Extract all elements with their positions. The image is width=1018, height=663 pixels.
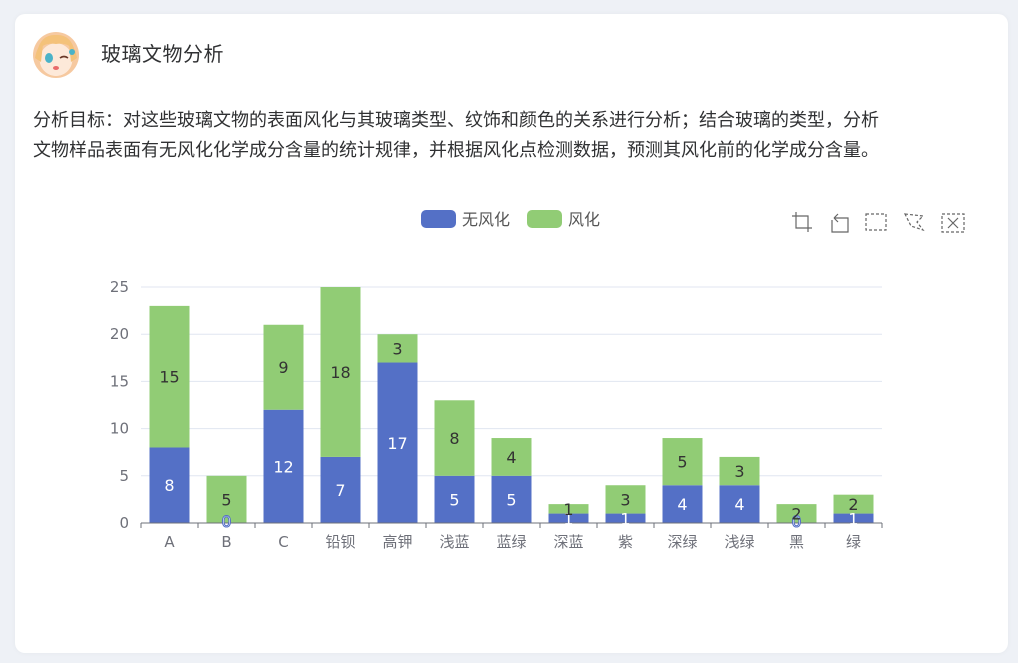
description-line-1: 分析目标：对这些玻璃文物的表面风化与其玻璃类型、纹饰和颜色的关系进行分析；结合玻… xyxy=(33,110,879,131)
bar-unweathered[interactable] xyxy=(719,485,760,523)
bar-label-unweathered: 7 xyxy=(335,481,345,500)
bar-label-unweathered: 0 xyxy=(791,512,801,531)
bar-label-weathered: 2 xyxy=(848,495,858,514)
zoom-reset-icon[interactable] xyxy=(831,213,849,233)
bar-label-unweathered: 8 xyxy=(164,476,174,495)
y-tick-label: 10 xyxy=(110,420,129,438)
y-tick-label: 20 xyxy=(110,325,129,343)
bar-label-unweathered: 5 xyxy=(506,490,516,509)
bar-unweathered[interactable] xyxy=(833,513,874,523)
bar-label-weathered: 3 xyxy=(392,339,402,358)
bar-unweathered[interactable] xyxy=(377,362,418,523)
x-tick-label: C xyxy=(278,533,288,551)
bar-label-weathered: 3 xyxy=(620,490,630,509)
bar-weathered[interactable] xyxy=(833,494,874,514)
legend-swatch[interactable] xyxy=(421,210,456,228)
bar-label-unweathered: 1 xyxy=(620,509,630,528)
x-tick-label: 铅钡 xyxy=(325,533,355,551)
bar-label-weathered: 5 xyxy=(221,490,231,509)
bar-label-unweathered: 4 xyxy=(677,495,687,514)
bar-unweathered[interactable] xyxy=(491,475,532,523)
bar-label-unweathered: 17 xyxy=(387,434,407,453)
legend-label[interactable]: 风化 xyxy=(568,210,600,229)
x-tick-label: 紫 xyxy=(618,533,633,551)
lasso-select-icon[interactable] xyxy=(903,213,925,232)
bar-weathered[interactable] xyxy=(149,305,190,448)
description-line-2: 文物样品表面有无风化化学成分含量的统计规律，并根据风化点检测数据，预测其风化前的… xyxy=(33,140,879,161)
bar-weathered[interactable] xyxy=(662,438,703,486)
bar-unweathered[interactable] xyxy=(605,513,646,523)
x-tick-label: 浅蓝 xyxy=(439,533,469,551)
bar-label-weathered: 4 xyxy=(506,448,516,467)
legend: 无风化 风化 xyxy=(421,210,600,229)
bar-label-unweathered: 4 xyxy=(734,495,744,514)
analysis-description: 分析目标：对这些玻璃文物的表面风化与其玻璃类型、纹饰和颜色的关系进行分析；结合玻… xyxy=(33,106,963,166)
y-tick-label: 25 xyxy=(110,278,129,296)
bar-label-weathered: 15 xyxy=(159,368,179,387)
bar-label-unweathered: 1 xyxy=(563,509,573,528)
bar-weathered[interactable] xyxy=(776,504,817,523)
avatar xyxy=(33,32,79,78)
bar-unweathered[interactable] xyxy=(548,513,589,523)
bar-label-weathered: 8 xyxy=(449,429,459,448)
x-tick-label: 黑 xyxy=(789,533,804,551)
clear-select-icon[interactable] xyxy=(941,213,965,233)
x-tick-label: 绿 xyxy=(846,533,861,551)
bar-label-unweathered: 5 xyxy=(449,490,459,509)
bar-weathered[interactable] xyxy=(491,438,532,476)
bar-label-weathered: 18 xyxy=(330,363,350,382)
toolbox xyxy=(792,212,965,233)
avatar-image xyxy=(35,34,77,70)
zoom-icon[interactable] xyxy=(792,212,812,232)
bar-label-weathered: 9 xyxy=(278,358,288,377)
bar-weathered[interactable] xyxy=(377,334,418,363)
bar-weathered[interactable] xyxy=(434,400,475,476)
bar-weathered[interactable] xyxy=(206,475,247,523)
axes: 0510152025A B C 铅钡 高钾 浅蓝 蓝绿 深蓝紫深绿 浅绿黑绿 xyxy=(110,278,883,551)
page-title: 玻璃文物分析 xyxy=(101,42,224,66)
bar-unweathered[interactable] xyxy=(263,409,304,523)
x-tick-label: B xyxy=(221,533,231,551)
bar-label-unweathered: 0 xyxy=(221,512,231,531)
bar-label-unweathered: 12 xyxy=(273,457,293,476)
x-tick-label: 深绿 xyxy=(667,533,697,551)
bars xyxy=(149,287,874,523)
bar-label-unweathered: 1 xyxy=(848,509,858,528)
x-tick-label: A xyxy=(164,533,175,551)
bar-label-weathered: 5 xyxy=(677,453,687,472)
x-tick-label: 高钾 xyxy=(382,533,412,551)
x-tick-label: 蓝绿 xyxy=(496,533,526,551)
bar-label-weathered: 1 xyxy=(563,500,573,519)
bar-weathered[interactable] xyxy=(605,485,646,514)
bar-unweathered[interactable] xyxy=(149,447,190,523)
rect-select-icon[interactable] xyxy=(865,213,887,231)
bar-label-weathered: 3 xyxy=(734,462,744,481)
x-tick-label: 深蓝 xyxy=(553,533,583,551)
bar-unweathered[interactable] xyxy=(662,485,703,523)
y-tick-label: 5 xyxy=(119,467,129,485)
legend-label[interactable]: 无风化 xyxy=(462,210,510,229)
bar-unweathered[interactable] xyxy=(320,456,361,523)
bar-weathered[interactable] xyxy=(263,324,304,410)
y-tick-label: 0 xyxy=(119,514,129,532)
legend-swatch[interactable] xyxy=(527,210,562,228)
bar-label-weathered: 2 xyxy=(791,505,801,524)
bar-unweathered[interactable] xyxy=(434,475,475,523)
bar-weathered[interactable] xyxy=(320,287,361,457)
bar-weathered[interactable] xyxy=(719,456,760,486)
y-tick-label: 15 xyxy=(110,372,129,390)
x-tick-label: 浅绿 xyxy=(724,533,754,551)
bar-weathered[interactable] xyxy=(548,504,589,514)
